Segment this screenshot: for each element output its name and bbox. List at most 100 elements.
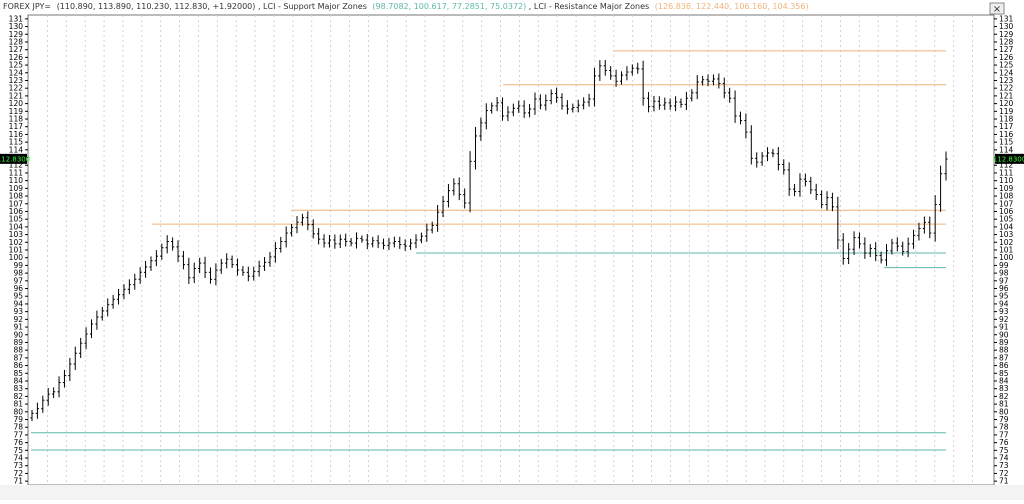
y-tick-label: 86 bbox=[999, 361, 1009, 370]
y-tick-label: 116 bbox=[999, 130, 1014, 139]
ohlc-bar bbox=[252, 266, 256, 281]
y-tick-label: 110 bbox=[9, 176, 24, 185]
y-tick-label: 125 bbox=[9, 61, 24, 70]
y-tick-label: 86 bbox=[13, 361, 23, 370]
y-tick-label: 76 bbox=[13, 438, 23, 447]
y-tick-label: 111 bbox=[999, 168, 1014, 177]
header-ohlc: (110.890, 113.890, 110.230, 112.830, +1.… bbox=[57, 2, 256, 11]
ohlc-bar bbox=[879, 251, 883, 264]
ohlc-bar bbox=[544, 94, 548, 111]
y-tick-label: 94 bbox=[999, 299, 1009, 308]
last-price-tags: 112.8300 112.8300 bbox=[0, 153, 1024, 164]
ohlc-bar bbox=[857, 232, 862, 249]
y-tick-label: 115 bbox=[999, 138, 1014, 147]
y-tick-label: 84 bbox=[13, 376, 23, 385]
ohlc-bar bbox=[684, 91, 689, 111]
ohlc-bar bbox=[798, 173, 802, 197]
ohlc-bar bbox=[679, 98, 683, 108]
ohlc-bar bbox=[425, 223, 429, 242]
y-tick-label: 117 bbox=[9, 122, 24, 131]
ohlc-bar bbox=[841, 233, 845, 265]
y-tick-label: 79 bbox=[13, 415, 23, 424]
y-tick-label: 74 bbox=[999, 454, 1009, 463]
y-tick-label: 112 bbox=[999, 161, 1014, 170]
y-tick-label: 127 bbox=[9, 45, 24, 54]
y-tick-label: 107 bbox=[9, 199, 24, 208]
ohlc-bar bbox=[944, 151, 948, 181]
ohlc-bar bbox=[809, 176, 813, 195]
y-tick-label: 85 bbox=[999, 369, 1009, 378]
y-tick-label: 119 bbox=[999, 107, 1014, 116]
y-tick-label: 83 bbox=[13, 384, 23, 393]
y-tick-label: 73 bbox=[999, 461, 1009, 470]
ohlc-bar bbox=[30, 409, 34, 422]
y-tick-label: 102 bbox=[999, 238, 1014, 247]
ohlc-bar bbox=[652, 96, 656, 112]
ohlc-bar bbox=[344, 233, 348, 247]
y-tick-label: 81 bbox=[999, 400, 1009, 409]
y-tick-label: 84 bbox=[999, 376, 1009, 385]
ohlc-bar bbox=[171, 237, 175, 251]
ohlc-bar bbox=[198, 257, 202, 274]
y-tick-label: 131 bbox=[9, 14, 24, 23]
ohlc-bar bbox=[479, 117, 483, 141]
ohlc-bar bbox=[820, 190, 824, 209]
ohlc-bar bbox=[41, 395, 45, 413]
ohlc-bar bbox=[619, 71, 624, 85]
ohlc-bar bbox=[241, 266, 245, 276]
ohlc-bar bbox=[771, 149, 775, 158]
ohlc-bar bbox=[68, 357, 72, 382]
y-tick-label: 95 bbox=[13, 292, 23, 301]
header-resistance-values: (126.836, 122.440, 106.160, 104.356) bbox=[655, 2, 809, 11]
ohlc-bar bbox=[868, 244, 872, 258]
y-tick-label: 127 bbox=[999, 45, 1014, 54]
ohlc-bar bbox=[89, 319, 94, 339]
y-tick-label: 125 bbox=[999, 61, 1014, 70]
y-tick-label: 93 bbox=[999, 307, 1009, 316]
y-tick-label: 105 bbox=[9, 215, 24, 224]
y-tick-label: 122 bbox=[9, 84, 24, 93]
ohlc-bar bbox=[625, 66, 629, 81]
ohlc-bar bbox=[695, 75, 699, 100]
y-tick-label: 109 bbox=[9, 184, 24, 193]
ohlc-bar bbox=[354, 232, 359, 249]
ohlc-bar bbox=[527, 104, 532, 118]
ohlc-bar bbox=[533, 92, 537, 115]
ohlc-bar bbox=[160, 243, 164, 260]
y-tick-label: 110 bbox=[999, 176, 1014, 185]
y-tick-label: 73 bbox=[13, 461, 23, 470]
y-tick-label: 128 bbox=[999, 37, 1014, 46]
ohlc-bar bbox=[473, 126, 478, 170]
last-price-tag-bg bbox=[995, 153, 1024, 164]
grid bbox=[47, 15, 973, 485]
ohlc-bar bbox=[230, 255, 234, 268]
ohlc-bar bbox=[468, 151, 472, 213]
ohlc-bar bbox=[738, 111, 743, 125]
ohlc-bar bbox=[663, 97, 667, 110]
y-tick-label: 78 bbox=[999, 423, 1009, 432]
ohlc-bar bbox=[62, 369, 67, 388]
ohlc-bar bbox=[214, 263, 218, 286]
ohlc-bar bbox=[565, 100, 570, 115]
header-resistance-label: Resistance Major Zones bbox=[554, 2, 649, 11]
ohlc-bar bbox=[717, 73, 721, 89]
ohlc-bar bbox=[371, 236, 375, 248]
header-support-values: (98.7082, 100.617, 77.2851, 75.0372) bbox=[372, 2, 526, 11]
y-tick-label: 120 bbox=[9, 99, 24, 108]
ohlc-bar bbox=[728, 87, 732, 103]
y-tick-label: 79 bbox=[999, 415, 1009, 424]
ohlc-bar bbox=[668, 98, 672, 110]
y-tick-label: 111 bbox=[9, 168, 24, 177]
ohlc-bar bbox=[52, 387, 56, 399]
ohlc-bar bbox=[192, 262, 196, 284]
ohlc-bar bbox=[446, 184, 451, 208]
header-separator-2: , LCI - bbox=[529, 2, 554, 11]
ohlc-bar bbox=[317, 228, 321, 245]
y-tick-label: 102 bbox=[9, 238, 24, 247]
y-tick-label: 128 bbox=[9, 37, 24, 46]
y-tick-label: 107 bbox=[999, 199, 1014, 208]
ohlc-bar bbox=[776, 147, 780, 171]
ohlc-bar bbox=[506, 106, 510, 122]
close-button[interactable]: × bbox=[989, 2, 1005, 15]
